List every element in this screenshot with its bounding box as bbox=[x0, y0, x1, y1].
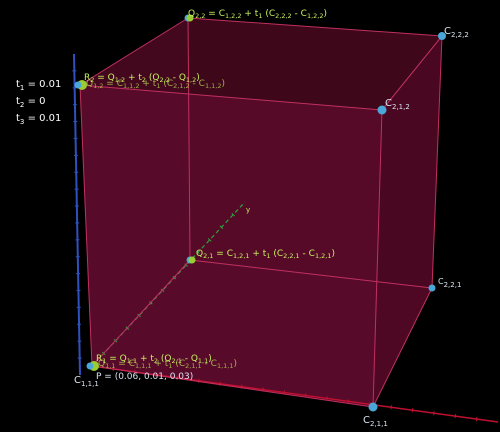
label-c111: C1,1,1 bbox=[74, 375, 99, 388]
param-t2: t2 = 0 bbox=[16, 96, 46, 109]
corner-c222-dot[interactable] bbox=[438, 32, 446, 40]
axis-tick bbox=[390, 405, 392, 410]
y-axis-label: y bbox=[246, 206, 250, 214]
edge bbox=[187, 17, 443, 37]
edge bbox=[79, 84, 93, 367]
edge bbox=[189, 259, 433, 289]
q21-dot[interactable] bbox=[188, 256, 196, 264]
axis-tick bbox=[198, 378, 200, 383]
axis-tick bbox=[207, 238, 212, 242]
edge bbox=[79, 84, 383, 111]
formula-q12: Q1,2 = C1,1,2 + t1 (C2,1,2 - C1,1,2) bbox=[86, 79, 225, 90]
axis-tick bbox=[411, 408, 414, 413]
cube-edges bbox=[79, 17, 443, 408]
axis-tick bbox=[155, 372, 157, 377]
edge bbox=[431, 35, 443, 289]
edge bbox=[91, 259, 191, 367]
corner-c212-dot[interactable] bbox=[377, 105, 387, 115]
param-t1: t1 = 0.01 bbox=[16, 79, 62, 92]
axis-tick bbox=[433, 411, 435, 416]
edge bbox=[187, 17, 191, 261]
label-c212: C2,1,2 bbox=[385, 98, 410, 111]
label-c221: C2,2,1 bbox=[438, 277, 461, 289]
corner-c211-dot[interactable] bbox=[368, 402, 378, 412]
corner-c112-dot[interactable] bbox=[74, 81, 82, 89]
axis-tick bbox=[347, 399, 350, 404]
axis-tick bbox=[196, 250, 200, 255]
edge bbox=[79, 17, 189, 86]
formula-r2: R2 = Q1,2 + t2 (Q2,2 - Q1,2) bbox=[84, 73, 200, 84]
z-axis-line bbox=[73, 53, 81, 376]
point-p-label: P = (0.06, 0.01, 0.03) bbox=[96, 372, 193, 382]
axis-tick bbox=[219, 225, 224, 229]
axis-tick bbox=[326, 396, 328, 401]
formula-q21: Q2,1 = C1,2,1 + t1 (C2,2,1 - C1,2,1) bbox=[196, 249, 335, 260]
z-axis-ticks bbox=[72, 70, 82, 359]
edge bbox=[372, 109, 383, 408]
corner-c111-dot[interactable] bbox=[86, 362, 94, 370]
axis-tick bbox=[475, 417, 478, 422]
label-c222: C2,2,2 bbox=[444, 26, 469, 39]
label-c211: C2,1,1 bbox=[363, 415, 388, 428]
axis-tick bbox=[454, 414, 457, 419]
corner-c221-dot[interactable] bbox=[428, 284, 436, 292]
axis-tick bbox=[231, 212, 236, 217]
edge bbox=[91, 365, 374, 408]
formula-q11: Q1,1 = C1,1,1 + t1 (C2,1,1 - C1,1,1) bbox=[98, 359, 237, 370]
axis-tick bbox=[176, 375, 179, 380]
q22-dot[interactable] bbox=[186, 14, 194, 22]
edge bbox=[372, 287, 433, 408]
edge bbox=[381, 35, 443, 111]
cube-front-face bbox=[80, 85, 382, 407]
axis-tick bbox=[172, 275, 177, 280]
param-t3: t3 = 0.01 bbox=[16, 113, 62, 126]
formula-r1: R1 = Q1,1 + t2 (Q2,1 - Q1,1) bbox=[96, 354, 212, 365]
formula-q22: Q2,2 = C1,2,2 + t1 (C2,2,2 - C1,2,2) bbox=[188, 9, 327, 20]
x-axis-line bbox=[91, 365, 499, 423]
axis-tick bbox=[184, 263, 188, 267]
